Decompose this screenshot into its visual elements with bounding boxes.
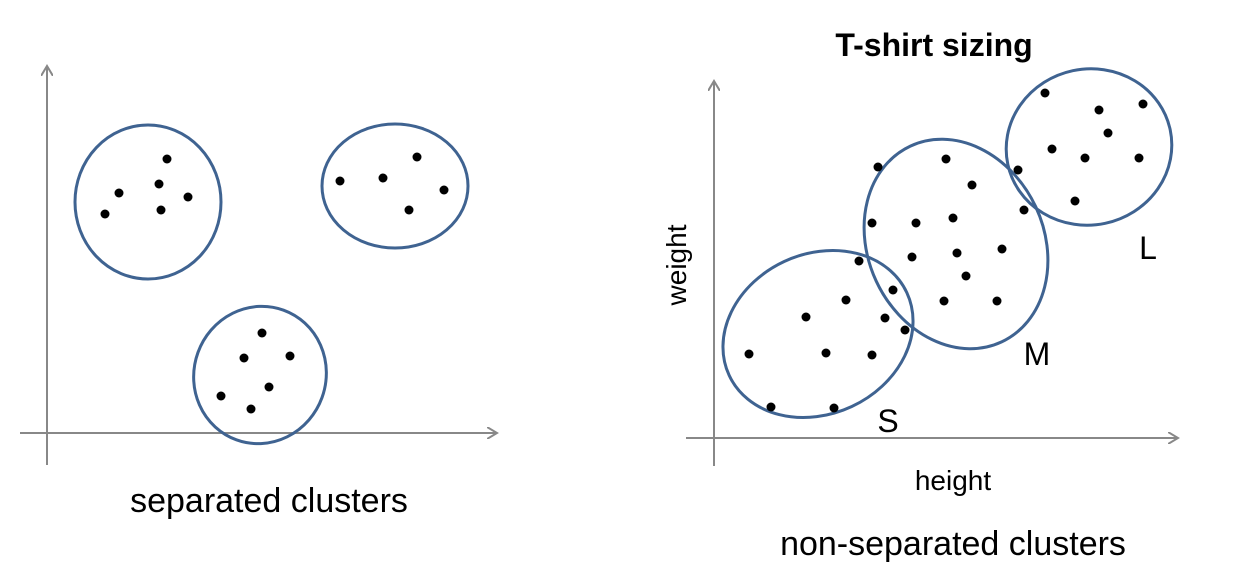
point	[888, 285, 898, 295]
point	[867, 218, 877, 228]
point	[1013, 165, 1023, 175]
point	[744, 349, 754, 359]
point	[1019, 205, 1029, 215]
point	[854, 256, 864, 266]
point	[1070, 196, 1080, 206]
x-axis-label: height	[915, 465, 992, 496]
point	[992, 296, 1002, 306]
point	[156, 205, 166, 215]
point	[1134, 153, 1144, 163]
point	[911, 218, 921, 228]
cluster-label: S	[877, 403, 898, 439]
point	[404, 205, 414, 215]
point	[1080, 153, 1090, 163]
point	[100, 209, 110, 219]
point	[1040, 88, 1050, 98]
point	[873, 162, 883, 172]
point	[900, 325, 910, 335]
point	[335, 176, 345, 186]
point	[183, 192, 193, 202]
point	[867, 350, 877, 360]
point	[162, 154, 172, 164]
point	[378, 173, 388, 183]
point	[997, 244, 1007, 254]
point	[907, 252, 917, 262]
y-axis-label: weight	[661, 224, 692, 306]
point	[1138, 99, 1148, 109]
left-panel: separated clusters	[20, 66, 497, 520]
point	[766, 402, 776, 412]
cluster-outline	[73, 123, 223, 281]
point	[961, 271, 971, 281]
point	[114, 188, 124, 198]
point	[239, 353, 249, 363]
point	[246, 404, 256, 414]
point	[821, 348, 831, 358]
point	[1103, 128, 1113, 138]
point	[1094, 105, 1104, 115]
point	[264, 382, 274, 392]
cluster-outline	[1004, 67, 1174, 227]
point	[967, 180, 977, 190]
cluster-label: M	[1024, 336, 1051, 372]
point	[841, 295, 851, 305]
point	[216, 391, 226, 401]
point	[154, 179, 164, 189]
point	[948, 213, 958, 223]
caption: separated clusters	[130, 482, 408, 520]
point	[880, 313, 890, 323]
points	[744, 88, 1148, 413]
cluster-outline	[320, 122, 470, 250]
caption: non-separated clusters	[780, 525, 1126, 563]
title: T-shirt sizing	[835, 27, 1032, 63]
points	[100, 152, 449, 414]
point	[939, 296, 949, 306]
point	[829, 403, 839, 413]
point	[439, 185, 449, 195]
right-panel: T-shirt sizing weight height S M L non-s…	[661, 27, 1186, 563]
cluster-outline	[721, 248, 915, 420]
point	[285, 351, 295, 361]
point	[952, 248, 962, 258]
cluster-outline	[192, 304, 328, 446]
point	[257, 328, 267, 338]
point	[412, 152, 422, 162]
point	[801, 312, 811, 322]
point	[941, 154, 951, 164]
cluster-label: L	[1139, 230, 1157, 266]
point	[1047, 144, 1057, 154]
